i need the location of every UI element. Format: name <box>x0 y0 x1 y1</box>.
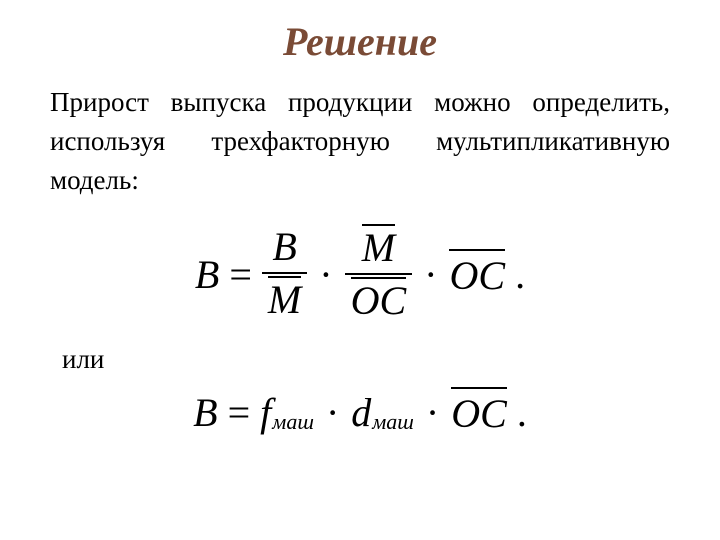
f1-lhs: B <box>195 251 219 298</box>
f1-mult2: · <box>422 251 439 298</box>
formula-1: B = B M · M OC · OC. <box>50 222 670 326</box>
f2-f: f <box>260 390 271 435</box>
f2-mult2: · <box>424 389 441 436</box>
f1-period: . <box>515 251 525 298</box>
slide: Решение Прирост выпуска продукции можно … <box>0 0 720 540</box>
f2-oc: OC <box>451 391 507 436</box>
f2-eq: = <box>228 389 251 436</box>
f1-t2-num: M <box>362 225 395 270</box>
formula-2: B = fмаш · dмаш · OC. <box>50 387 670 437</box>
f1-mult1: · <box>317 251 334 298</box>
f1-t3: OC <box>449 253 505 298</box>
f2-mult1: · <box>324 389 341 436</box>
f1-term2: M OC <box>345 222 413 326</box>
page-title: Решение <box>50 18 670 65</box>
f1-t1-den: M <box>268 277 301 322</box>
or-label: или <box>62 344 670 375</box>
f2-lhs: B <box>193 389 217 436</box>
f2-period: . <box>517 389 527 436</box>
f1-eq: = <box>229 251 252 298</box>
f2-d: d <box>351 390 371 435</box>
f2-d-sub: маш <box>372 409 414 434</box>
f2-f-sub: маш <box>272 409 314 434</box>
f1-t2-den: OC <box>351 278 407 323</box>
f1-term1: B M <box>262 224 307 325</box>
f1-t1-num: B <box>272 224 296 269</box>
intro-paragraph: Прирост выпуска продукции можно определи… <box>50 83 670 200</box>
